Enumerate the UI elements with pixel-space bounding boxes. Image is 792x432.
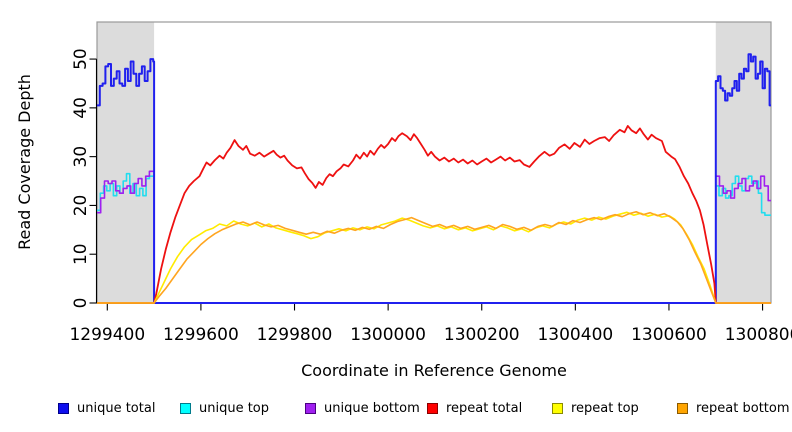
plot-border (96, 21, 772, 304)
x-axis-tick-label: 1300600 (631, 325, 707, 345)
y-axis-tick-label: 10 (71, 243, 91, 265)
x-axis-tick-label: 1300000 (350, 325, 426, 345)
y-axis-tick-label: 20 (71, 195, 91, 217)
y-axis-title: Read Coverage Depth (15, 74, 34, 250)
x-axis-tick-label: 1299800 (257, 325, 333, 345)
series-repeat-total (97, 125, 771, 304)
plot-frame (96, 21, 772, 304)
series-lines (97, 53, 771, 304)
y-axis-tick-label: 30 (71, 146, 91, 168)
series-unique-bottom (97, 170, 771, 304)
axes: 1299400 1299600 1299800 1300000 1300200 13004… (69, 48, 792, 345)
masked-region-bands (97, 22, 771, 303)
y-axis-tick-label: 40 (71, 97, 91, 119)
y-axis-tick-label: 50 (71, 48, 91, 70)
x-axis-tick-label: 1300200 (444, 325, 520, 345)
x-axis-tick-label: 1300400 (537, 325, 613, 345)
x-axis-title: Coordinate in Reference Genome (301, 361, 567, 380)
x-axis-tick-label: 1299400 (69, 325, 145, 345)
masked-region (97, 22, 155, 303)
series-repeat-bottom (97, 211, 771, 304)
x-axis-tick-label: 1299600 (163, 325, 239, 345)
y-axis-tick-label: 0 (71, 298, 91, 309)
series-unique-top (97, 172, 771, 304)
series-unique-total (97, 53, 771, 304)
